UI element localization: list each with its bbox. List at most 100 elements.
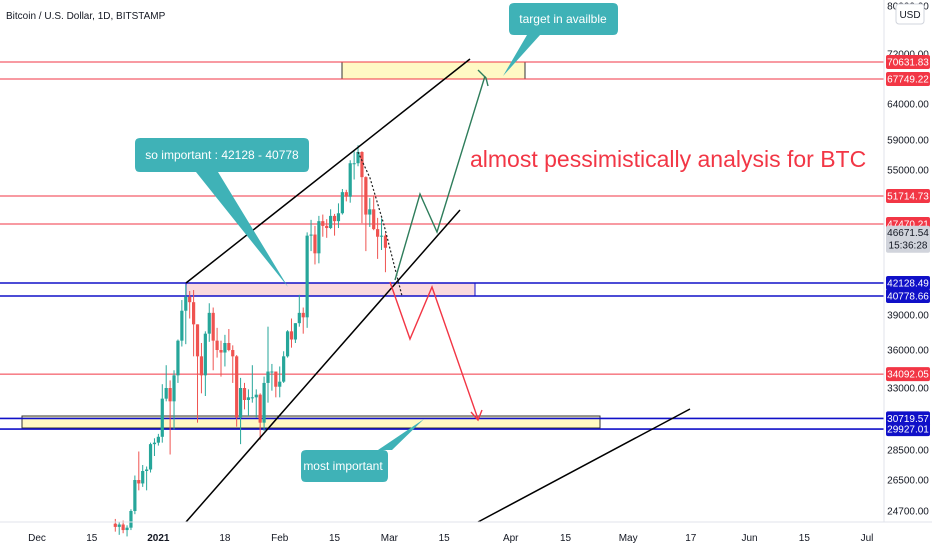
candle[interactable] — [160, 384, 164, 443]
bearish-scenario-path[interactable] — [389, 281, 479, 420]
y-tick-label: 28500.00 — [887, 446, 929, 457]
candle[interactable] — [211, 307, 215, 371]
price-level-tag[interactable]: 34092.05 — [886, 367, 930, 382]
candle[interactable] — [285, 330, 290, 358]
candle[interactable] — [254, 389, 258, 418]
candle[interactable] — [301, 307, 305, 334]
x-tick-label: 15 — [799, 533, 811, 544]
candle[interactable] — [113, 518, 117, 532]
candle[interactable] — [309, 219, 313, 252]
candle[interactable] — [215, 327, 219, 358]
candle[interactable] — [270, 363, 274, 391]
candle[interactable] — [250, 365, 254, 403]
candle[interactable] — [274, 371, 278, 398]
candle[interactable] — [360, 151, 364, 224]
candle[interactable] — [141, 465, 145, 487]
candle[interactable] — [129, 509, 133, 531]
price-level-tag[interactable]: 30719.57 — [886, 411, 930, 426]
candle[interactable] — [199, 343, 204, 394]
candle[interactable] — [348, 160, 352, 203]
candle[interactable] — [329, 209, 333, 230]
candle[interactable] — [340, 188, 344, 215]
candle[interactable] — [258, 393, 262, 440]
candle[interactable] — [282, 351, 286, 383]
price-level-tag[interactable]: 67749.22 — [886, 72, 930, 86]
candle[interactable] — [172, 370, 176, 430]
candle[interactable] — [148, 442, 153, 473]
candle[interactable] — [372, 195, 376, 231]
price-level-tag[interactable]: 42128.49 — [886, 276, 930, 290]
price-level-tag[interactable]: 51714.73 — [886, 189, 930, 203]
callout-most-important[interactable]: most important — [301, 419, 424, 482]
candle[interactable] — [356, 145, 360, 167]
price-level-tag-bg — [886, 422, 930, 437]
candle[interactable] — [246, 389, 251, 416]
candle[interactable] — [188, 290, 192, 319]
price-level-tag[interactable]: 29927.01 — [886, 422, 930, 437]
candle[interactable] — [121, 520, 125, 534]
candle[interactable] — [297, 294, 301, 327]
candle[interactable] — [379, 218, 384, 250]
candle[interactable] — [352, 151, 356, 180]
candle[interactable] — [344, 189, 348, 202]
price-axis[interactable]: 24700.0026500.0028500.0030000.0033000.00… — [883, 0, 930, 522]
channel-lower-line[interactable] — [185, 209, 461, 523]
candle[interactable] — [207, 303, 211, 342]
candle[interactable] — [117, 522, 121, 535]
candle-body — [379, 235, 384, 237]
candle[interactable] — [192, 290, 196, 357]
callout-so-important[interactable]: so important : 42128 - 40778 — [135, 138, 309, 287]
candle[interactable] — [278, 366, 282, 398]
candle[interactable] — [219, 340, 223, 377]
candle[interactable] — [164, 365, 168, 402]
candle[interactable] — [262, 376, 266, 431]
candle[interactable] — [364, 176, 368, 252]
currency-button[interactable] — [895, 3, 925, 25]
candle[interactable] — [321, 214, 325, 237]
candle[interactable] — [156, 433, 160, 446]
candle[interactable] — [227, 329, 231, 352]
candle[interactable] — [145, 466, 149, 491]
candle[interactable] — [152, 438, 157, 456]
symbol-title: Bitcoin / U.S. Dollar, 1D, BITSTAMP — [6, 11, 166, 22]
candle[interactable] — [305, 232, 309, 328]
current-price-tag[interactable]: 46671.54 15:36:28 — [886, 225, 930, 253]
candle[interactable] — [184, 285, 188, 345]
price-level-tag[interactable]: 40778.66 — [886, 289, 930, 303]
candle[interactable] — [317, 215, 321, 264]
candle[interactable] — [180, 300, 184, 347]
candle[interactable] — [176, 339, 180, 383]
target-zone-rect[interactable] — [341, 61, 526, 80]
price-level-tag-bg — [886, 367, 930, 382]
candle[interactable] — [238, 377, 243, 445]
candle[interactable] — [376, 217, 380, 259]
candle[interactable] — [195, 324, 200, 423]
candle[interactable] — [203, 331, 207, 396]
long-trend-line[interactable] — [477, 408, 691, 523]
level-lines-layer — [0, 61, 884, 430]
candle[interactable] — [289, 318, 294, 348]
callout-target[interactable]: target in availble — [503, 3, 618, 76]
candle[interactable] — [242, 382, 247, 410]
bullish-scenario-path[interactable] — [394, 75, 486, 281]
candle[interactable] — [168, 380, 172, 455]
candle[interactable] — [133, 475, 137, 515]
candle[interactable] — [125, 525, 129, 537]
candle[interactable] — [368, 198, 372, 227]
time-axis[interactable]: Dec 15 2021 18 Feb 15 Mar 15 Apr 15 May 17 Jun 15 Jul — [0, 521, 932, 544]
projected-dotted-path[interactable] — [357, 151, 403, 297]
candle[interactable] — [336, 203, 341, 229]
candle[interactable] — [137, 451, 141, 491]
candle[interactable] — [383, 233, 388, 273]
candle[interactable] — [332, 213, 337, 236]
candle[interactable] — [325, 219, 329, 238]
candle[interactable] — [266, 326, 270, 403]
candle[interactable] — [235, 355, 239, 427]
candle[interactable] — [293, 323, 297, 343]
channel-upper-line[interactable] — [185, 58, 471, 284]
price-level-tag[interactable]: 70631.83 — [886, 55, 930, 69]
candle[interactable] — [313, 225, 317, 265]
candle[interactable] — [231, 345, 235, 383]
candle[interactable] — [223, 334, 227, 367]
